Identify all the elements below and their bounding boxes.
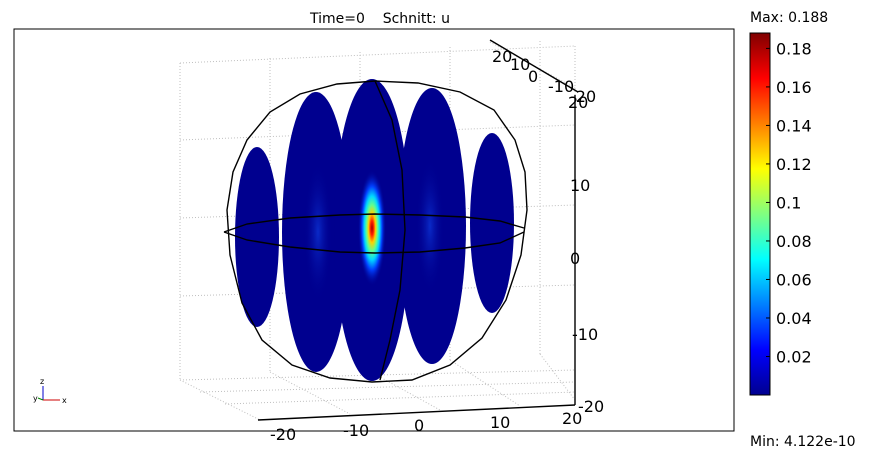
z-tick: 0 xyxy=(570,249,580,268)
z-axis-ticks: 20 10 0 -10 -20 xyxy=(568,93,604,416)
slice-2-glow xyxy=(304,162,332,302)
z-tick: -10 xyxy=(572,325,598,344)
colorbar-tick-label: 0.06 xyxy=(776,270,812,289)
slice-3-hotspot xyxy=(358,170,386,286)
colorbar-tick-label: 0.18 xyxy=(776,39,812,58)
slice-4-glow xyxy=(416,158,444,294)
y-tick: 0 xyxy=(528,67,538,86)
triad-z-label: z xyxy=(40,377,44,386)
colorbar-ticks: 0.02 0.04 0.06 0.08 0.1 0.12 0.14 0.16 0.18 xyxy=(766,39,812,366)
x-tick: -10 xyxy=(343,421,369,440)
y-tick: -10 xyxy=(548,77,574,96)
slices xyxy=(235,79,514,381)
colorbar-tick-label: 0.1 xyxy=(776,193,801,212)
colorbar-tick-label: 0.16 xyxy=(776,78,812,97)
colorbar-min-label: Min: 4.122e-10 xyxy=(750,434,856,450)
axis-edge-bottom xyxy=(257,404,576,421)
y-axis-ticks: 20 10 0 -10 -20 xyxy=(492,47,596,106)
x-tick: 20 xyxy=(562,409,582,428)
triad-x-label: x xyxy=(62,396,67,405)
x-tick: 0 xyxy=(414,416,424,435)
slice-1 xyxy=(235,147,279,327)
x-tick: -20 xyxy=(270,425,296,444)
colorbar-tick-label: 0.08 xyxy=(776,232,812,251)
y-tick: -20 xyxy=(570,87,596,106)
z-tick: 10 xyxy=(570,176,590,195)
axis-triad: z x y xyxy=(33,377,67,405)
z-tick: 20 xyxy=(568,93,588,112)
colorbar-tick-label: 0.14 xyxy=(776,116,812,135)
z-tick: -20 xyxy=(578,397,604,416)
slice-5 xyxy=(470,133,514,313)
plot-title: Time=0 Schnitt: u xyxy=(309,11,450,27)
axis-edge-top xyxy=(489,39,579,93)
colorbar-tick-label: 0.04 xyxy=(776,309,812,328)
colorbar-tick-label: 0.12 xyxy=(776,155,812,174)
y-tick: 10 xyxy=(510,55,530,74)
x-tick: 10 xyxy=(490,413,510,432)
colorbar-tick-label: 0.02 xyxy=(776,347,812,366)
sphere-outline xyxy=(223,80,528,383)
colorbar xyxy=(749,32,771,396)
x-axis-ticks: -20 -10 0 10 20 xyxy=(270,409,582,444)
colorbar-max-label: Max: 0.188 xyxy=(750,10,828,26)
triad-y-label: y xyxy=(33,394,38,403)
y-tick: 20 xyxy=(492,47,512,66)
